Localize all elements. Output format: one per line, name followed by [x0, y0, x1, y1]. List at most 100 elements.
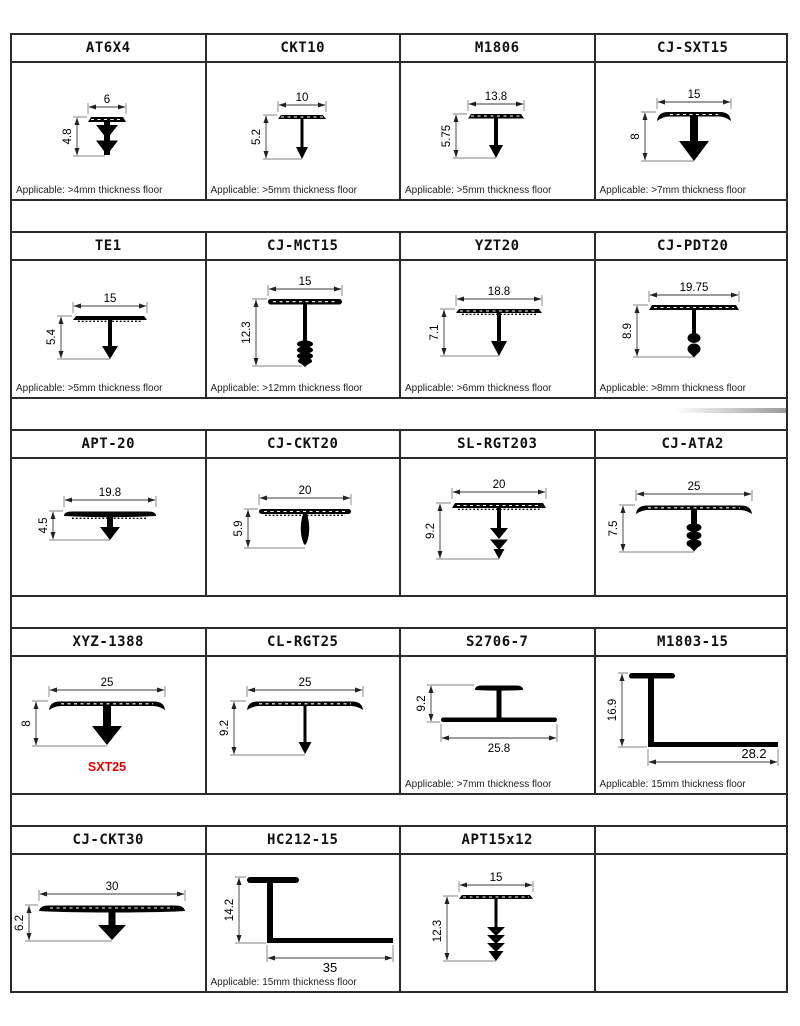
width-dimension-label: 18.8	[488, 286, 510, 298]
profile-drawing: 19.75 8.9	[622, 282, 739, 358]
profile-title: CJ-ATA2	[661, 436, 724, 452]
profile-drawing: 30 6.2	[14, 881, 186, 942]
row-spacer	[10, 597, 788, 627]
profile-drawing: 13.8 5.75	[441, 91, 525, 159]
profile-drawing: 9.2 25.8	[416, 684, 558, 755]
height-dimension-label: 9.2	[416, 696, 428, 712]
height-dimension-label: 7.1	[429, 325, 441, 341]
profile-drawing: 25 9.2	[219, 677, 363, 756]
width-dimension-label: 30	[106, 881, 119, 893]
height-dimension-label: 5.9	[233, 521, 245, 537]
profile-title: CJ-CKT20	[207, 431, 401, 457]
width-dimension-label: 35	[322, 960, 336, 975]
profile-title: CKT10	[207, 35, 401, 61]
catalog-sheet: AT6X4 CKT10 M1806 CJ-SXT15 6 4.8 Applica…	[10, 33, 788, 993]
profile-cell: 15 5.4 Applicable: >5mm thickness floor	[12, 261, 207, 397]
header-row: TE1 CJ-MCT15 YZT20 CJ-PDT20	[12, 233, 786, 261]
profile-drawing: 20 5.9	[233, 485, 351, 549]
height-dimension-label: 14.2	[224, 899, 236, 921]
width-dimension-label: 19.8	[99, 487, 121, 499]
profile-title: XYZ-1388	[12, 629, 207, 655]
profile-drawing: 15 12.3	[432, 872, 534, 962]
catalog-block-5: CJ-CKT30 HC212-15 APT15x12 30 6.2	[10, 825, 788, 993]
profile-cell: 13.8 5.75 Applicable: >5mm thickness flo…	[401, 63, 596, 199]
applicability-note: Applicable: 15mm thickness floor	[599, 779, 746, 790]
header-row: AT6X4 CKT10 M1806 CJ-SXT15	[12, 35, 786, 63]
profile-cell: 16.9 28.2 Applicable: 15mm thickness flo…	[596, 657, 791, 793]
width-dimension-label: 25	[298, 677, 311, 689]
profile-title: CJ-CKT30	[12, 827, 207, 853]
width-dimension-label: 19.75	[679, 282, 708, 294]
row-spacer	[10, 399, 788, 429]
applicability-note: Applicable: >4mm thickness floor	[16, 185, 163, 196]
profile-drawing: 19.8 4.5	[38, 487, 157, 541]
profile-title: CJ-SXT15	[657, 40, 729, 56]
width-dimension-label: 20	[493, 479, 506, 491]
height-dimension-label: 6.2	[14, 915, 26, 931]
profile-drawing: 25 8 SXT25	[21, 677, 166, 774]
height-dimension-label: 8.9	[622, 323, 634, 339]
profile-title: SL-RGT203	[401, 431, 596, 457]
width-dimension-label: 15	[298, 276, 311, 288]
height-dimension-label: 12.3	[241, 321, 253, 343]
catalog-block-2: TE1 CJ-MCT15 YZT20 CJ-PDT20 15 5.4	[10, 231, 788, 399]
height-dimension-label: 8	[21, 720, 33, 726]
profile-title: M1803-15	[657, 634, 729, 650]
profile-cell: 25 8 SXT25	[12, 657, 207, 793]
header-row: XYZ-1388 CL-RGT25 S2706-7 M1803-15	[12, 629, 786, 657]
profile-cell: 18.8 7.1 Applicable: >6mm thickness floo…	[401, 261, 596, 397]
applicability-note: Applicable: >7mm thickness floor	[599, 185, 746, 196]
height-dimension-label: 8	[630, 133, 642, 139]
width-dimension-label: 25.8	[488, 743, 510, 755]
width-dimension-label: 25	[101, 677, 114, 689]
profile-title: S2706-7	[401, 629, 596, 655]
smudge-artifact	[674, 408, 786, 413]
profile-cell: 9.2 25.8 Applicable: >7mm thickness floo…	[401, 657, 596, 793]
body-row: 30 6.2 14.2	[12, 855, 786, 991]
row-spacer	[10, 201, 788, 231]
width-dimension-label: 15	[687, 89, 700, 101]
profile-cell: 15 8 Applicable: >7mm thickness floor	[596, 63, 791, 199]
applicability-note: Applicable: >6mm thickness floor	[405, 383, 552, 394]
catalog-block-3: APT-20 CJ-CKT20 SL-RGT203 CJ-ATA2 19.8 4…	[10, 429, 788, 597]
profile-cell: 14.2 35 Applicable: 15mm thickness floor	[207, 855, 401, 991]
height-dimension-label: 4.8	[62, 129, 74, 145]
profile-title: M1806	[401, 35, 596, 61]
profile-cell: 25 9.2	[207, 657, 401, 793]
width-dimension-label: 6	[104, 94, 110, 106]
applicability-note: Applicable: 15mm thickness floor	[210, 977, 357, 988]
profile-drawing: 14.2 35	[224, 876, 393, 975]
profile-drawing: 15 12.3	[241, 276, 342, 367]
profile-cell: 30 6.2	[12, 855, 207, 991]
applicability-note: Applicable: >7mm thickness floor	[405, 779, 552, 790]
width-dimension-label: 10	[295, 92, 308, 104]
height-dimension-label: 9.2	[219, 720, 231, 736]
width-dimension-label: 13.8	[485, 91, 507, 103]
profile-drawing: 18.8 7.1	[429, 286, 543, 357]
width-dimension-label: 15	[490, 872, 503, 884]
profile-title: HC212-15	[207, 827, 401, 853]
width-dimension-label: 15	[104, 293, 117, 305]
header-row: APT-20 CJ-CKT20 SL-RGT203 CJ-ATA2	[12, 431, 786, 459]
body-row: 6 4.8 Applicable: >4mm thickness floor 1…	[12, 63, 786, 199]
profile-cell: 15 12.3 Applicable: >12mm thickness floo…	[207, 261, 401, 397]
profile-cell: 15 12.3	[401, 855, 596, 991]
width-dimension-label: 20	[298, 485, 311, 497]
applicability-note: Applicable: >12mm thickness floor	[210, 383, 363, 394]
height-dimension-label: 5.2	[251, 129, 263, 145]
profile-drawing: 10 5.2	[251, 92, 326, 160]
applicability-note: Applicable: >5mm thickness floor	[16, 383, 163, 394]
body-row: 19.8 4.5 20 5.9	[12, 459, 786, 595]
profile-title: YZT20	[401, 233, 596, 259]
header-row: CJ-CKT30 HC212-15 APT15x12	[12, 827, 786, 855]
height-dimension-label: 5.4	[46, 328, 58, 345]
profile-title: TE1	[12, 233, 207, 259]
body-row: 15 5.4 Applicable: >5mm thickness floor …	[12, 261, 786, 397]
width-dimension-label: 28.2	[741, 746, 766, 761]
applicability-note: Applicable: >8mm thickness floor	[599, 383, 746, 394]
height-dimension-label: 5.75	[441, 125, 453, 147]
profile-title: CL-RGT25	[207, 629, 401, 655]
profile-cell-empty	[596, 855, 791, 991]
body-row: 25 8 SXT25 25	[12, 657, 786, 793]
profile-drawing: 6 4.8	[62, 94, 127, 157]
